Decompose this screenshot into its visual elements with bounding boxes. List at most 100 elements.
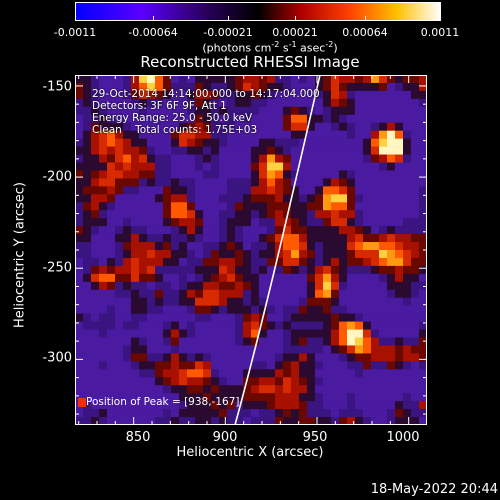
image-pixel bbox=[75, 90, 84, 100]
image-pixel bbox=[395, 265, 404, 275]
image-pixel bbox=[331, 297, 340, 306]
image-pixel bbox=[195, 154, 204, 163]
image-pixel bbox=[219, 130, 228, 139]
image-pixel bbox=[75, 226, 84, 235]
image-pixel bbox=[387, 146, 396, 155]
image-pixel bbox=[219, 409, 228, 418]
image-pixel bbox=[299, 186, 308, 195]
image-pixel bbox=[411, 289, 420, 299]
image-pixel bbox=[171, 281, 180, 291]
info-energy-range: Energy Range: 25.0 - 50.0 keV bbox=[92, 112, 253, 124]
image-pixel bbox=[91, 329, 100, 338]
image-pixel bbox=[347, 146, 356, 155]
image-pixel bbox=[243, 138, 252, 147]
image-pixel bbox=[219, 337, 228, 346]
image-pixel bbox=[219, 170, 228, 179]
image-pixel bbox=[131, 401, 140, 410]
image-pixel bbox=[139, 361, 148, 370]
image-pixel bbox=[299, 154, 308, 163]
image-pixel bbox=[419, 409, 427, 418]
image-pixel bbox=[307, 226, 316, 235]
image-pixel bbox=[243, 114, 252, 124]
image-pixel bbox=[243, 210, 252, 219]
image-pixel bbox=[283, 122, 292, 131]
image-pixel bbox=[83, 226, 92, 235]
image-pixel bbox=[323, 242, 332, 251]
image-pixel bbox=[331, 210, 340, 219]
image-pixel bbox=[331, 98, 340, 108]
image-pixel bbox=[299, 250, 308, 259]
image-pixel bbox=[227, 409, 236, 418]
image-pixel bbox=[187, 393, 196, 402]
image-pixel bbox=[259, 210, 268, 219]
image-pixel bbox=[283, 218, 292, 227]
image-pixel bbox=[243, 409, 252, 418]
image-pixel bbox=[115, 130, 124, 139]
image-pixel bbox=[147, 130, 156, 139]
image-pixel bbox=[355, 98, 364, 108]
image-pixel bbox=[331, 218, 340, 227]
image-pixel bbox=[203, 369, 212, 378]
image-pixel bbox=[339, 297, 348, 306]
image-pixel bbox=[171, 313, 180, 322]
image-pixel bbox=[283, 345, 292, 354]
image-pixel bbox=[91, 265, 100, 275]
image-pixel bbox=[299, 178, 308, 187]
image-pixel bbox=[187, 321, 196, 330]
image-pixel bbox=[251, 393, 260, 402]
image-pixel bbox=[83, 313, 92, 322]
image-pixel bbox=[243, 417, 252, 425]
image-pixel bbox=[283, 305, 292, 314]
image-pixel bbox=[115, 226, 124, 235]
image-pixel bbox=[251, 265, 260, 275]
image-pixel bbox=[395, 329, 404, 338]
image-pixel bbox=[299, 337, 308, 346]
image-pixel bbox=[203, 265, 212, 275]
image-pixel bbox=[299, 98, 308, 108]
image-pixel bbox=[259, 75, 268, 84]
image-pixel bbox=[123, 202, 132, 211]
image-pixel bbox=[331, 273, 340, 283]
image-pixel bbox=[371, 170, 380, 179]
image-pixel bbox=[251, 194, 260, 203]
image-pixel bbox=[115, 186, 124, 195]
image-pixel bbox=[115, 138, 124, 147]
image-pixel bbox=[331, 393, 340, 402]
image-pixel bbox=[379, 417, 388, 425]
image-pixel bbox=[379, 154, 388, 163]
image-pixel bbox=[243, 345, 252, 354]
image-pixel bbox=[203, 114, 212, 124]
image-pixel bbox=[243, 297, 252, 306]
image-pixel bbox=[131, 75, 140, 84]
image-pixel bbox=[355, 409, 364, 418]
image-pixel bbox=[387, 98, 396, 108]
image-pixel bbox=[131, 106, 140, 116]
image-pixel bbox=[187, 409, 196, 418]
image-pixel bbox=[187, 385, 196, 394]
image-pixel bbox=[243, 170, 252, 179]
image-pixel bbox=[395, 289, 404, 299]
image-pixel bbox=[395, 234, 404, 243]
image-pixel bbox=[243, 337, 252, 346]
image-pixel bbox=[203, 234, 212, 243]
image-pixel bbox=[83, 321, 92, 330]
image-pixel bbox=[403, 393, 412, 402]
image-pixel bbox=[219, 361, 228, 370]
image-pixel bbox=[299, 329, 308, 338]
image-pixel bbox=[371, 265, 380, 275]
image-pixel bbox=[91, 114, 100, 124]
image-pixel bbox=[139, 289, 148, 299]
image-pixel bbox=[363, 361, 372, 370]
image-pixel bbox=[171, 345, 180, 354]
image-pixel bbox=[339, 210, 348, 219]
image-pixel bbox=[147, 242, 156, 251]
image-pixel bbox=[179, 345, 188, 354]
image-pixel bbox=[355, 257, 364, 267]
image-pixel bbox=[371, 202, 380, 211]
image-pixel bbox=[307, 273, 316, 283]
image-pixel bbox=[91, 178, 100, 187]
image-pixel bbox=[195, 186, 204, 195]
image-pixel bbox=[403, 257, 412, 267]
image-pixel bbox=[211, 162, 220, 171]
image-pixel bbox=[291, 250, 300, 259]
